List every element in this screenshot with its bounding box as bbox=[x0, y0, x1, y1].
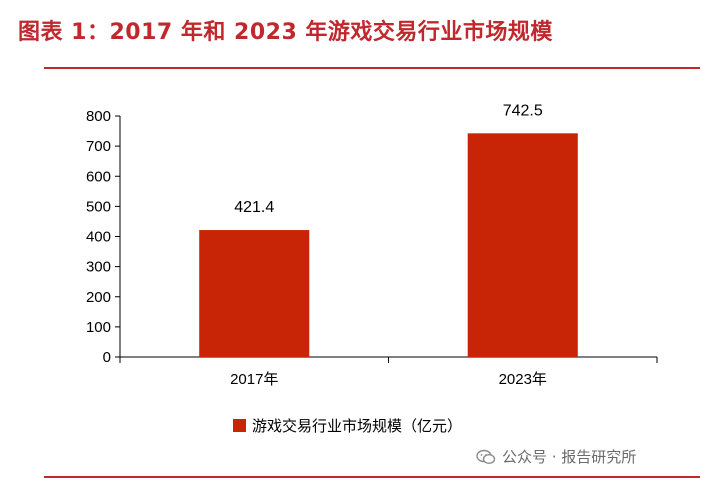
watermark-text: 公众号 · 报告研究所 bbox=[502, 448, 637, 466]
bar bbox=[467, 133, 578, 357]
y-tick-label: 400 bbox=[86, 229, 111, 246]
y-tick-label: 0 bbox=[103, 349, 111, 366]
bottom-divider bbox=[44, 476, 700, 478]
data-label: 421.4 bbox=[234, 199, 274, 216]
top-divider bbox=[44, 67, 700, 69]
legend-swatch bbox=[233, 419, 246, 432]
y-tick-label: 700 bbox=[86, 138, 111, 155]
y-tick-label: 600 bbox=[86, 168, 111, 185]
legend-label: 游戏交易行业市场规模（亿元） bbox=[252, 417, 462, 435]
watermark: 公众号 · 报告研究所 bbox=[476, 446, 636, 467]
x-tick-label: 2017年 bbox=[230, 371, 278, 388]
wechat-icon bbox=[476, 449, 496, 464]
y-tick-label: 300 bbox=[86, 259, 111, 276]
data-label: 742.5 bbox=[503, 102, 543, 119]
x-tick-label: 2023年 bbox=[499, 371, 547, 388]
y-tick-label: 200 bbox=[86, 289, 111, 306]
chart-title: 图表 1：2017 年和 2023 年游戏交易行业市场规模 bbox=[18, 20, 553, 45]
y-tick-label: 100 bbox=[86, 319, 111, 336]
y-tick-label: 500 bbox=[86, 198, 111, 215]
bar bbox=[199, 230, 310, 357]
y-tick-label: 800 bbox=[86, 108, 111, 125]
